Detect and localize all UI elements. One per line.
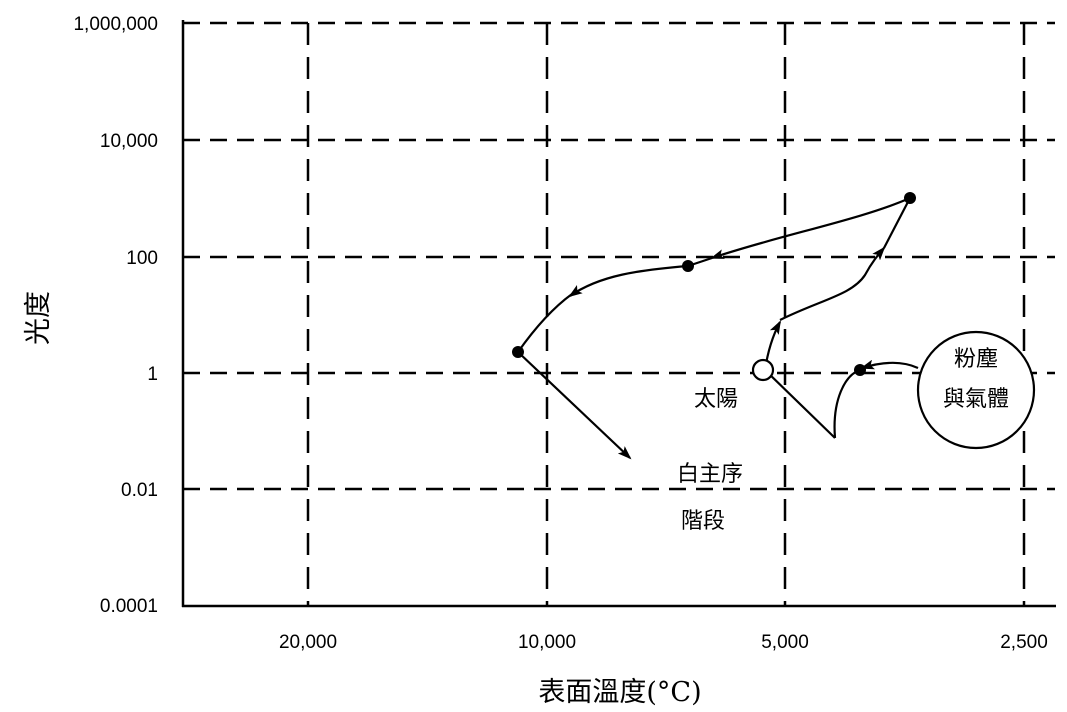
y-tick-label: 0.01 [121,480,158,501]
x-axis-title: 表面溫度(°C) [538,677,701,708]
sun-label: 太陽 [694,387,738,412]
x-tick-label: 2,500 [1000,632,1048,653]
y-tick-label: 0.0001 [100,596,158,617]
track-return [710,196,911,260]
sun-marker [751,358,775,382]
y-tick-label: 10,000 [100,131,158,152]
dust-cloud-circle [916,330,1036,450]
track-left [568,264,689,298]
y-tick-label: 1,000,000 [73,14,158,35]
cloud-arrow [860,359,919,370]
track-point [854,364,866,376]
x-tick-label: 20,000 [279,632,337,653]
track-point [904,192,916,204]
y-tick-labels: 1,000,000 10,000 100 1 0.01 0.0001 [73,14,158,617]
y-tick-label: 1 [147,364,158,385]
track-point [512,346,524,358]
cloud-label-line2: 與氣體 [943,387,1009,412]
main-sequence-label-line2: 階段 [681,509,725,534]
track-drop [833,368,861,439]
white-dwarf-arrow [517,351,632,460]
track-sun-link [764,369,836,439]
evolution-track [517,196,919,460]
y-tick-label: 100 [126,248,158,269]
x-tick-label: 5,000 [761,632,809,653]
x-tick-label: 10,000 [518,632,576,653]
main-sequence-label-line1: 白主序 [677,462,743,487]
y-axis-title: 光度 [23,291,54,345]
track-point [682,260,694,272]
track-left-end [517,293,573,353]
cloud-label-line1: 粉塵 [954,347,998,372]
vertical-gridlines [306,23,1026,606]
x-tick-labels: 20,000 10,000 5,000 2,500 [279,632,1048,653]
track-climb [779,246,886,321]
horizontal-gridlines [183,21,1055,491]
track-top [883,197,911,249]
